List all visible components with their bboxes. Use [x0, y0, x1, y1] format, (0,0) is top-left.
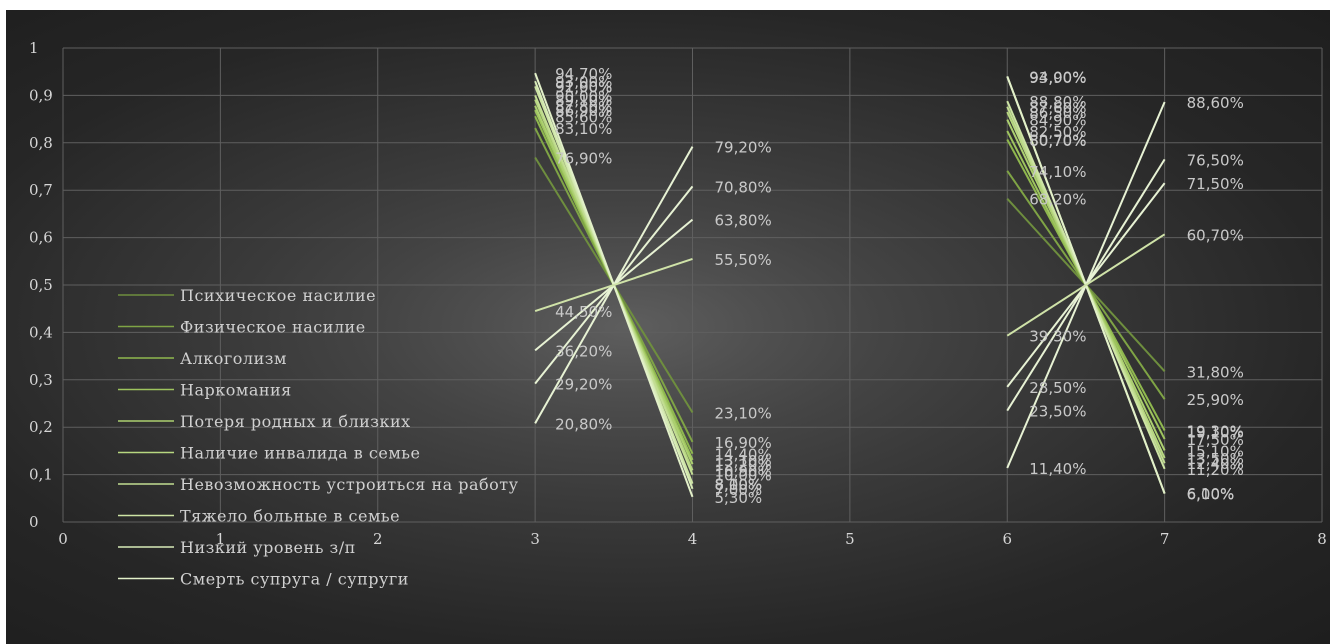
data-label: 93,90% — [1029, 69, 1086, 87]
data-label: 74,10% — [1029, 163, 1086, 181]
data-label: 15,10% — [1187, 442, 1244, 460]
data-label: 5,30% — [715, 489, 763, 507]
y-tick-label: 0,5 — [29, 276, 53, 294]
data-label: 20,80% — [555, 415, 612, 433]
data-label: 6,10% — [1187, 485, 1235, 503]
x-tick-label: 4 — [688, 530, 698, 548]
data-label: 23,10% — [715, 405, 772, 423]
data-label: 76,50% — [1187, 151, 1244, 169]
data-label: 44,50% — [555, 303, 612, 321]
data-label: 7,00% — [715, 481, 763, 499]
data-label: 80,70% — [1029, 132, 1086, 150]
data-label: 19,30% — [1187, 423, 1244, 441]
legend-entry: Тяжело больные в семье — [180, 507, 400, 526]
data-label: 8,00% — [715, 476, 763, 494]
legend-entry: Смерть супруга / супруги — [180, 570, 409, 589]
y-tick-label: 0,4 — [29, 323, 53, 341]
data-label: 10,90% — [715, 462, 772, 480]
y-tick-label: 0,7 — [29, 181, 53, 199]
x-tick-label: 6 — [1002, 530, 1012, 548]
data-labels: 94,70%93,00%92,00%91,90%90,00%89,10%87,8… — [555, 65, 1244, 507]
data-label: 60,70% — [1187, 226, 1244, 244]
data-label: 88,60% — [1187, 94, 1244, 112]
data-label: 16,90% — [715, 434, 772, 452]
legend-entry: Потеря родных и близких — [180, 412, 411, 431]
data-label: 88,80% — [1029, 93, 1086, 111]
data-label: 86,90% — [555, 102, 612, 120]
data-label: 14,40% — [715, 446, 772, 464]
data-label: 36,20% — [555, 342, 612, 360]
data-label: 12,40% — [1187, 455, 1244, 473]
data-label: 80,70% — [1029, 131, 1086, 149]
data-label: 94,70% — [555, 65, 612, 83]
x-tick-label: 7 — [1160, 530, 1170, 548]
data-label: 29,20% — [555, 376, 612, 394]
data-label: 76,90% — [555, 149, 612, 167]
data-label: 13,50% — [1187, 450, 1244, 468]
data-label: 63,80% — [715, 212, 772, 230]
y-tick-label: 0,3 — [29, 371, 53, 389]
data-label: 89,10% — [555, 92, 612, 110]
x-tick-label: 3 — [530, 530, 540, 548]
y-tick-label: 1 — [29, 39, 39, 57]
data-label: 82,50% — [1029, 123, 1086, 141]
data-label: 8,10% — [715, 476, 763, 494]
chart-area: 0 0,1 0,2 0,3 0,4 0,5 0,6 0,7 0,8 0,9 1 0 1 2 3 4 5 6 7 8 9… — [6, 10, 1330, 644]
data-label: 91,90% — [555, 78, 612, 96]
axis-tick-labels: 0 0,1 0,2 0,3 0,4 0,5 0,6 0,7 0,8 0,9 1 0 1 2 3 4 5 6 7 8 — [29, 39, 1327, 548]
data-label: 28,50% — [1029, 379, 1086, 397]
data-label: 12,20% — [715, 456, 772, 474]
series-line — [534, 257, 693, 313]
data-label: 70,80% — [715, 178, 772, 196]
y-tick-label: 0,6 — [29, 229, 53, 247]
data-label: 85,60% — [555, 108, 612, 126]
data-label: 71,50% — [1187, 175, 1244, 193]
data-label: 6,00% — [1187, 486, 1235, 504]
legend: Психическое насилие Физическое насилие Алк… — [118, 286, 519, 589]
chart-svg: 0 0,1 0,2 0,3 0,4 0,5 0,6 0,7 0,8 0,9 1 0 1 2 3 4 5 6 7 8 9… — [29, 39, 1327, 589]
data-label: 10,00% — [715, 467, 772, 485]
legend-entry: Наркомания — [180, 381, 292, 400]
legend-entry: Физическое насилие — [180, 318, 366, 337]
data-label: 13,10% — [715, 452, 772, 470]
x-tick-label: 1 — [216, 530, 226, 548]
data-label: 84,90% — [1029, 112, 1086, 130]
y-tick-label: 0,8 — [29, 134, 53, 152]
data-label: 68,20% — [1029, 191, 1086, 209]
data-label: 93,00% — [555, 73, 612, 91]
data-label: 19,10% — [1187, 423, 1244, 441]
data-label: 87,60% — [1029, 99, 1086, 117]
data-label: 83,10% — [555, 120, 612, 138]
y-tick-label: 0,1 — [29, 466, 53, 484]
legend-entry: Невозможность устроиться на работу — [180, 475, 519, 494]
y-tick-label: 0,2 — [29, 418, 53, 436]
data-label: 92,00% — [555, 78, 612, 96]
data-label: 31,80% — [1187, 363, 1244, 381]
data-label: 55,50% — [715, 251, 772, 269]
x-tick-label: 5 — [845, 530, 855, 548]
legend-entry: Низкий уровень з/п — [180, 538, 356, 557]
data-label: 79,20% — [715, 139, 772, 157]
data-label: 90,00% — [555, 87, 612, 105]
x-tick-label: 8 — [1317, 530, 1327, 548]
data-label: 11,40% — [1029, 460, 1086, 478]
data-label: 87,80% — [555, 98, 612, 116]
data-label: 23,50% — [1029, 403, 1086, 421]
series-lines — [534, 72, 1166, 498]
legend-entry: Наличие инвалида в семье — [180, 444, 420, 463]
grid — [62, 47, 1323, 523]
data-label: 39,30% — [1029, 328, 1086, 346]
x-tick-label: 2 — [373, 530, 383, 548]
data-label: 17,50% — [1187, 431, 1244, 449]
x-tick-label: 0 — [58, 530, 68, 548]
legend-entry: Алкоголизм — [180, 349, 287, 368]
series-line — [1006, 233, 1166, 337]
legend-entry: Психическое насилие — [180, 286, 376, 305]
y-tick-label: 0,9 — [29, 86, 53, 104]
data-label: 25,90% — [1187, 391, 1244, 409]
data-label: 11,20% — [1187, 461, 1244, 479]
data-label: 94,00% — [1029, 68, 1086, 86]
data-label: 86,50% — [1029, 104, 1086, 122]
y-tick-label: 0 — [29, 513, 39, 531]
